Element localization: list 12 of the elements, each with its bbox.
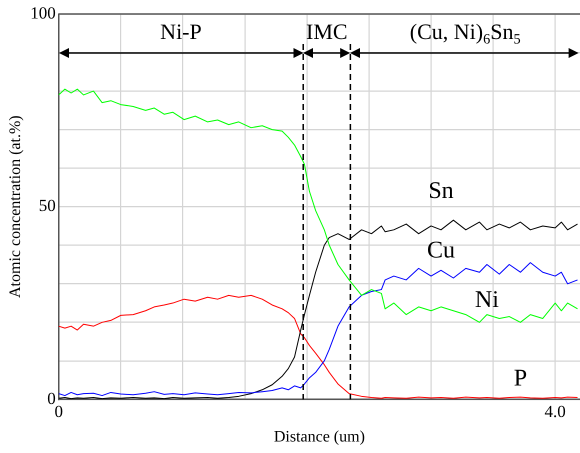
series-label: Cu	[426, 238, 455, 264]
x-axis-title: Distance (um)	[274, 428, 365, 446]
series-label: Ni	[474, 286, 500, 313]
y-tick-label: 0	[47, 388, 56, 408]
y-axis-title: Atomic concentration (at.%)	[6, 115, 24, 298]
x-tick-label: 4.0	[544, 402, 566, 422]
series-label: P	[514, 365, 528, 392]
y-tick-label: 50	[38, 196, 56, 216]
series-label: Sn	[428, 178, 454, 204]
y-tick-label: 100	[30, 3, 56, 22]
annotation: IMC	[306, 18, 348, 44]
annotation: Ni-P	[160, 18, 202, 44]
